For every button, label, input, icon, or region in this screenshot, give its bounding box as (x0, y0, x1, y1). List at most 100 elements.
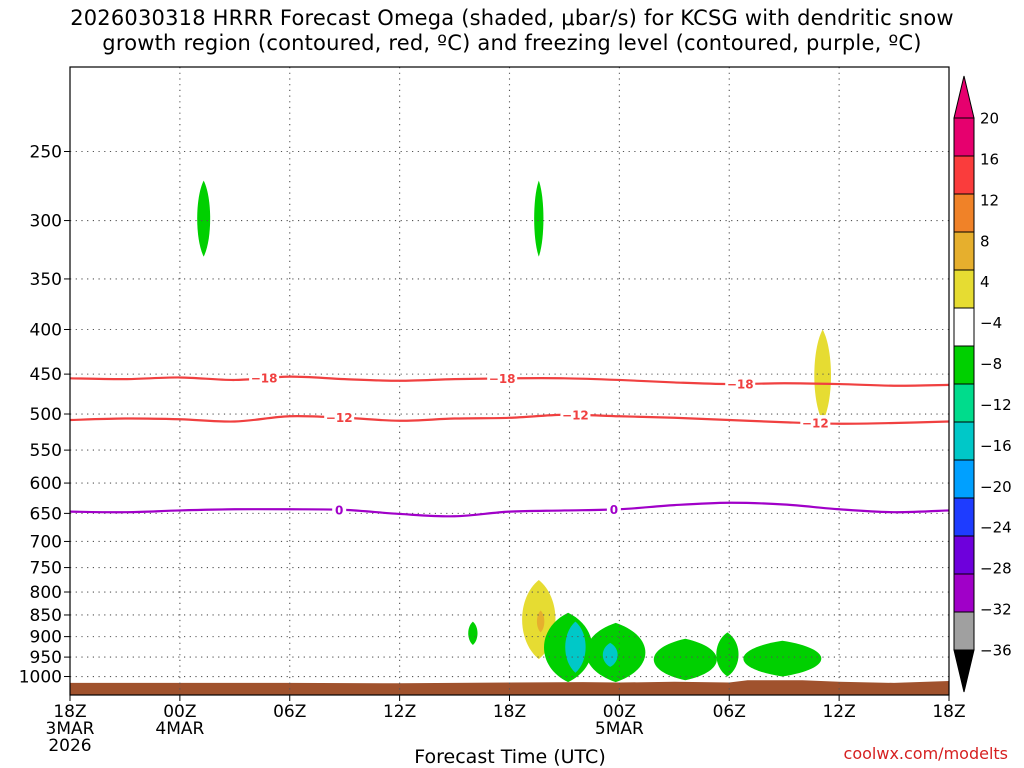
terrain-fill (70, 680, 949, 695)
title-line-2: growth region (contoured, red, ºC) and f… (102, 31, 922, 55)
colorbar-label-2: 12 (980, 191, 999, 209)
omega-shading (197, 180, 831, 683)
colorbar-swatch-9 (953, 269, 975, 309)
colorbar-label-9: −20 (980, 478, 1012, 496)
contour-label-bg-1-0 (324, 409, 355, 426)
colorbar-label-1: 16 (980, 150, 999, 168)
contour-label-bg-2-1 (606, 501, 621, 518)
y-tick-label-900: 900 (30, 628, 62, 648)
omega-blob-5 (536, 610, 545, 633)
colorbar-arrow-top (953, 75, 975, 119)
y-tick-label-1000: 1000 (19, 668, 62, 688)
contour-label-1-2: −12 (802, 417, 829, 431)
colorbar-swatch-3 (953, 497, 975, 537)
colorbar-swatch-4 (953, 459, 975, 499)
y-tick-label-800: 800 (30, 583, 62, 603)
contour-label-bg-0-1 (487, 370, 518, 387)
x-tick-label-0-0: 18Z (53, 702, 86, 722)
colorbar-label-3: 8 (980, 232, 990, 250)
contour-line-1 (70, 413, 949, 425)
colorbar-label-4: 4 (980, 273, 990, 291)
colorbar-swatch-11 (953, 193, 975, 233)
x-tick-label-1-0: 00Z (163, 702, 196, 722)
colorbar-label-11: −28 (980, 560, 1012, 578)
colorbar-swatch-6 (953, 383, 975, 423)
x-tick-label-6-0: 06Z (713, 702, 746, 722)
x-tick-label-4-0: 18Z (493, 702, 526, 722)
contour-label-bg-1-1 (560, 407, 591, 424)
chart-title: 2026030318 HRRR Forecast Omega (shaded, … (0, 6, 1024, 56)
colorbar-swatch-10 (953, 231, 975, 271)
x-tick-label-7-0: 12Z (822, 702, 855, 722)
y-tick-label-550: 550 (30, 441, 62, 461)
colorbar-arrow-bottom (953, 649, 975, 693)
x-tick-label-3-0: 12Z (383, 702, 416, 722)
contour-label-bg-0-0 (249, 370, 280, 387)
y-tick-label-950: 950 (30, 648, 62, 668)
omega-blob-3 (468, 621, 478, 645)
contour-label-2-0: 0 (335, 503, 343, 517)
y-axis: 2503003504004505005506006507007508008509… (19, 143, 70, 688)
colorbar-swatch-5 (953, 421, 975, 461)
x-tick-label-0-2: 2026 (48, 736, 91, 756)
y-tick-label-850: 850 (30, 606, 62, 626)
x-tick-label-5-1: 5MAR (595, 719, 644, 739)
y-tick-label-600: 600 (30, 474, 62, 494)
colorbar-swatch-0 (953, 611, 975, 651)
colorbar-swatch-13 (953, 117, 975, 157)
contour-label-1-1: −12 (562, 409, 589, 423)
colorbar: 20 16 12 8 4 −4 −8 −12 −16 −20 −24 −28 −32 −36 (953, 75, 1012, 693)
omega-blob-8 (602, 642, 618, 667)
x-tick-label-8-0: 18Z (932, 702, 965, 722)
colorbar-swatch-1 (953, 573, 975, 613)
colorbar-label-13: −36 (980, 642, 1012, 660)
contour-label-0-0: −18 (251, 372, 278, 386)
title-line-1: 2026030318 HRRR Forecast Omega (shaded, … (70, 6, 954, 30)
x-tick-label-2-0: 06Z (273, 702, 306, 722)
colorbar-label-5: −4 (980, 314, 1002, 332)
y-tick-label-350: 350 (30, 270, 62, 290)
y-tick-label-250: 250 (30, 143, 62, 163)
colorbar-swatch-8 (953, 307, 975, 347)
y-tick-label-400: 400 (30, 321, 62, 341)
colorbar-label-8: −16 (980, 437, 1012, 455)
y-tick-label-700: 700 (30, 532, 62, 552)
omega-blob-2 (814, 329, 831, 422)
colorbar-label-6: −8 (980, 355, 1002, 373)
y-tick-label-500: 500 (30, 405, 62, 425)
x-tick-label-1-1: 4MAR (155, 719, 204, 739)
contour-label-bg-1-2 (800, 415, 831, 432)
contour-label-1-0: −12 (326, 411, 353, 425)
x-axis-label: Forecast Time (UTC) (414, 746, 606, 768)
omega-blob-0 (197, 180, 211, 257)
colorbar-swatch-12 (953, 155, 975, 195)
watermark: coolwx.com/modelts (843, 744, 1008, 763)
omega-blob-1 (534, 180, 544, 257)
contour-label-0-2: −18 (727, 377, 754, 391)
contour-label-0-1: −18 (489, 372, 516, 386)
contour-line-2 (70, 501, 949, 518)
omega-blob-10 (653, 638, 717, 681)
colorbar-label-0: 20 (980, 110, 999, 128)
terrain-surface (70, 680, 949, 695)
colorbar-label-7: −12 (980, 396, 1012, 414)
colorbar-swatch-7 (953, 345, 975, 385)
omega-blob-9 (565, 621, 586, 673)
contour-label-bg-2-0 (332, 501, 347, 518)
colorbar-label-10: −24 (980, 519, 1012, 537)
y-tick-label-450: 450 (30, 365, 62, 385)
contour-label-2-1: 0 (610, 503, 618, 517)
y-tick-label-750: 750 (30, 559, 62, 579)
y-tick-label-650: 650 (30, 504, 62, 524)
x-tick-label-5-0: 00Z (603, 702, 636, 722)
y-tick-label-300: 300 (30, 212, 62, 232)
colorbar-swatch-2 (953, 535, 975, 575)
omega-blob-11 (716, 632, 739, 677)
omega-blob-12 (743, 640, 822, 677)
x-tick-label-0-1: 3MAR (46, 719, 95, 739)
colorbar-label-12: −32 (980, 601, 1012, 619)
contour-labels: −18 −18 −18 −12 −12 −12 0 0 (249, 370, 831, 518)
contour-label-bg-0-2 (725, 375, 756, 392)
